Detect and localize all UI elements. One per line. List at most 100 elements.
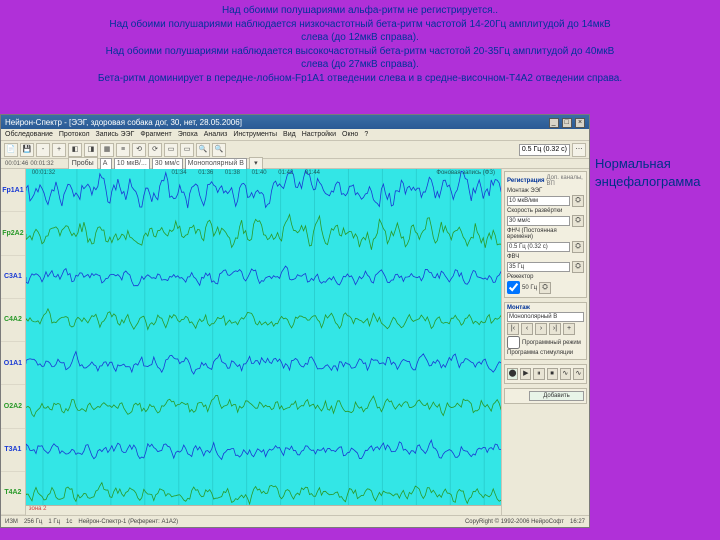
config-icon[interactable]: ⛭ (572, 241, 584, 253)
eeg-canvas[interactable]: 00:01:32 01:34 01:36 01:38 01:40 01:42 0… (26, 169, 501, 515)
filter-val-select[interactable]: 0.5 Гц (0.32 с) (507, 242, 570, 252)
timeruler: 00:01:46 00:01:32 Пробы А 10 мкВ/... 30 … (1, 159, 589, 169)
channel-label[interactable]: Fp2A2 (1, 212, 25, 255)
toolbar-button[interactable]: ▭ (164, 143, 178, 157)
sweep-val-select[interactable]: 30 мм/с (507, 216, 570, 226)
eeg-topbar: 00:01:32 01:34 01:36 01:38 01:40 01:42 0… (26, 169, 501, 181)
status-copyright: CopyRight © 1992-2006 НейроСофт (465, 519, 564, 525)
right-panel: Регистрация Доп. каналы, ВП Монтаж ЭЭГ 1… (501, 169, 589, 515)
channel-labels: Fp1A1 Fp2A2 C3A1 C4A2 O1A1 O2A2 T3A1 T4A… (1, 169, 26, 515)
status-item: 1с (66, 519, 72, 525)
titlebar: Нейрон-Спектр - [ЭЭГ, здоровая собака до… (1, 115, 589, 129)
status-item: 1 Гц (48, 519, 60, 525)
desc-line: Бета-ритм доминирует в передне-лобном-Fp… (20, 72, 700, 86)
nav-icon[interactable]: |‹ (507, 323, 519, 335)
menu-item[interactable]: Вид (283, 131, 296, 138)
toolbar-button[interactable]: ⟲ (132, 143, 146, 157)
menu-item[interactable]: Окно (342, 131, 358, 138)
config-icon[interactable]: ⛭ (572, 261, 584, 273)
menu-item[interactable]: Инструменты (233, 131, 277, 138)
menu-item[interactable]: Эпоха (178, 131, 198, 138)
marker-icon[interactable]: ∿ (560, 368, 571, 380)
config-icon[interactable]: ⛭ (572, 215, 584, 227)
time-pos: 00:01:32 (30, 161, 53, 167)
marker-icon[interactable]: ∿ (573, 368, 584, 380)
montage-box: Монтаж Монополярный B |‹ ‹ › ›| + Програ… (504, 302, 587, 360)
add-button[interactable]: Добавить (529, 391, 584, 401)
channel-label[interactable]: O2A2 (1, 385, 25, 428)
toolbar-button[interactable]: 🔍 (212, 143, 226, 157)
close-button[interactable]: × (575, 118, 585, 128)
toolbar-button[interactable]: ≡ (116, 143, 130, 157)
channel-label[interactable]: T4A2 (1, 472, 25, 515)
channel-label[interactable]: Fp1A1 (1, 169, 25, 212)
stop-icon[interactable]: ⏹ (547, 368, 558, 380)
channel-label[interactable]: T3A1 (1, 429, 25, 472)
menu-item[interactable]: Анализ (204, 131, 228, 138)
prog-stim-label: Программа стимуляции (507, 350, 573, 356)
menu-item[interactable]: Настройки (302, 131, 336, 138)
toolbar-button[interactable]: - (36, 143, 50, 157)
play-icon[interactable]: ▶ (520, 368, 531, 380)
window-controls: _ □ × (548, 117, 585, 128)
status-time: 16:27 (570, 519, 585, 525)
toolbar-button[interactable]: 💾 (20, 143, 34, 157)
nav-icon[interactable]: ‹ (521, 323, 533, 335)
desc-line: Над обоими полушариями альфа-ритм не рег… (20, 4, 700, 18)
montage-title: Монтаж (507, 305, 584, 311)
toolbar-button[interactable]: ⟳ (148, 143, 162, 157)
panel-tab-registration[interactable]: Регистрация (507, 178, 545, 184)
notch-checkbox[interactable] (507, 281, 520, 294)
timestamp: 01:38 (225, 170, 240, 176)
sens-select[interactable]: 10 мкВ/мм (507, 196, 570, 206)
notch-val: 50 Гц (522, 285, 537, 291)
menu-item[interactable]: ? (364, 131, 368, 138)
sweep-select[interactable]: 30 мм/с (152, 158, 183, 170)
channel-label[interactable]: C4A2 (1, 299, 25, 342)
label: Режектор (507, 274, 533, 280)
view-select[interactable]: Монополярный B (185, 158, 247, 170)
menu-item[interactable]: Протокол (59, 131, 90, 138)
minimize-button[interactable]: _ (549, 118, 559, 128)
channel-label[interactable]: O1A1 (1, 342, 25, 385)
channel-label[interactable]: C3A1 (1, 256, 25, 299)
toolbar-button[interactable]: ▭ (180, 143, 194, 157)
registration-box: Регистрация Доп. каналы, ВП Монтаж ЭЭГ 1… (504, 171, 587, 298)
pause-icon[interactable]: ⏸ (533, 368, 544, 380)
filter-select[interactable]: 0.5 Гц (0.32 с) (519, 144, 570, 156)
menu-item[interactable]: Обследование (5, 131, 53, 138)
config-icon[interactable]: ⛭ (539, 282, 551, 294)
toolbar-button[interactable]: ◨ (84, 143, 98, 157)
montage-select[interactable]: Монополярный B (507, 312, 584, 322)
fvh-val-select[interactable]: 35 Гц (507, 262, 570, 272)
nav-icon[interactable]: ›| (549, 323, 561, 335)
nav-icon[interactable]: › (535, 323, 547, 335)
label: ФВЧ (507, 254, 519, 260)
sens-select[interactable]: 10 мкВ/... (114, 158, 150, 170)
maximize-button[interactable]: □ (562, 118, 572, 128)
menu-item[interactable]: Запись ЭЭГ (96, 131, 135, 138)
toolbar-button[interactable]: + (52, 143, 66, 157)
nav-icon[interactable]: + (563, 323, 575, 335)
toolbar-button[interactable]: 📄 (4, 143, 18, 157)
toolbar-button[interactable]: ⋯ (572, 143, 586, 157)
toolbar-button[interactable]: ▦ (100, 143, 114, 157)
window-title: Нейрон-Спектр - [ЭЭГ, здоровая собака до… (5, 118, 242, 127)
menu-item[interactable]: Фрагмент (140, 131, 171, 138)
prog-mode-checkbox[interactable] (507, 336, 520, 349)
statusbar: ИЗМ 256 Гц 1 Гц 1с Нейрон-Спектр-1 (Рефе… (1, 515, 589, 527)
panel-tab-extra[interactable]: Доп. каналы, ВП (547, 175, 584, 187)
timestamp: 01:44 (305, 170, 320, 176)
main-area: Fp1A1 Fp2A2 C3A1 C4A2 O1A1 O2A2 T3A1 T4A… (1, 169, 589, 515)
toolbar-button[interactable]: 🔍 (196, 143, 210, 157)
config-icon[interactable]: ⛭ (572, 195, 584, 207)
eeg-traces (26, 169, 501, 515)
label: Скорость развёртки (507, 208, 562, 214)
timestamp: 01:40 (252, 170, 267, 176)
app-window: Нейрон-Спектр - [ЭЭГ, здоровая собака до… (0, 114, 590, 528)
desc-line: слева (до 27мкВ справа). (20, 58, 700, 72)
description-block: Над обоими полушариями альфа-ритм не рег… (0, 0, 720, 89)
record-icon[interactable]: ⬤ (507, 368, 518, 380)
toolbar-button[interactable]: ◧ (68, 143, 82, 157)
montage-a-select[interactable]: А (100, 158, 112, 170)
